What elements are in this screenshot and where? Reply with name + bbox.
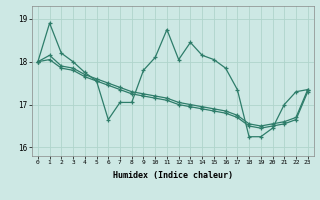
X-axis label: Humidex (Indice chaleur): Humidex (Indice chaleur) (113, 171, 233, 180)
